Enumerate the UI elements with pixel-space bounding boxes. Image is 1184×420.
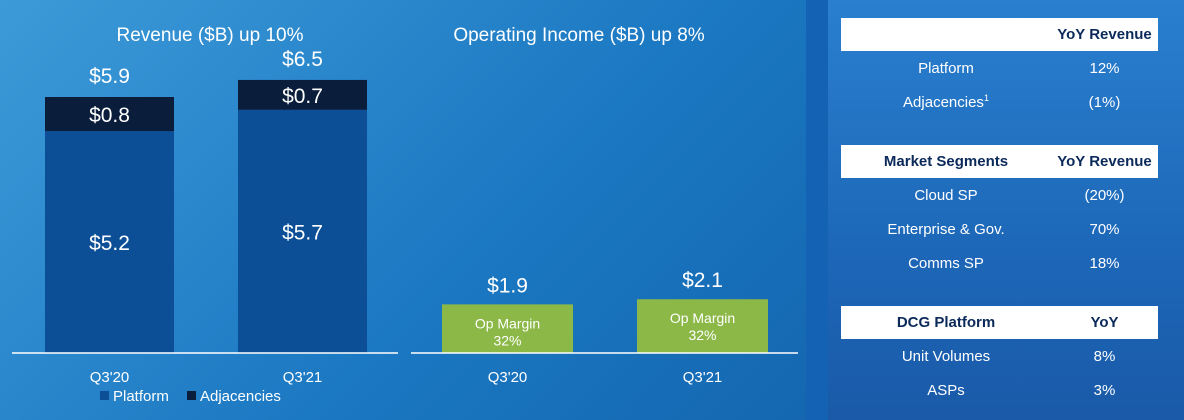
table-row: Comms SP 18% xyxy=(841,246,1158,280)
row-label: Comms SP xyxy=(908,254,984,272)
platform-table: DCG Platform YoY Unit Volumes 8% ASPs 3% xyxy=(841,306,1158,407)
segments-table: Market Segments YoY Revenue Cloud SP (20… xyxy=(841,145,1158,280)
table-row: Enterprise & Gov. 70% xyxy=(841,212,1158,246)
total-label-0: $5.9 xyxy=(89,65,130,88)
row-value: 8% xyxy=(1093,347,1116,365)
table-row: Adjacencies1 (1%) xyxy=(841,85,1158,119)
footnote-marker: 1 xyxy=(983,93,989,103)
revenue-chart-marks: $5.2 $0.8 $5.9 Q3'20 $5.7 $0.7 $6.5 Q3'21 xyxy=(45,48,367,386)
side-panel-divider xyxy=(806,0,828,420)
data-label-platform-0: $5.2 xyxy=(89,232,130,255)
bar-opincome-1 xyxy=(637,299,768,353)
x-tick-label: Q3'20 xyxy=(90,369,130,386)
op-margin-label-0: Op Margin xyxy=(475,315,540,331)
row-value: 12% xyxy=(1089,59,1120,77)
data-label-platform-1: $5.7 xyxy=(282,221,323,244)
x-tick-label: Q3'21 xyxy=(283,369,323,386)
segments-table-header-label: Market Segments xyxy=(883,153,1009,170)
row-value: 3% xyxy=(1093,381,1116,399)
row-label: ASPs xyxy=(927,381,965,399)
bar-adjacencies-0 xyxy=(45,97,174,132)
platform-table-header: DCG Platform YoY xyxy=(841,306,1158,339)
table-row: Unit Volumes 8% xyxy=(841,339,1158,373)
platform-table-header-value: YoY xyxy=(1090,314,1119,331)
legend-swatch-adjacencies xyxy=(187,391,196,400)
revenue-table: YoY Revenue Platform 12% Adjacencies1 (1… xyxy=(841,18,1158,119)
row-label: Enterprise & Gov. xyxy=(887,220,1005,238)
row-value: 18% xyxy=(1089,254,1120,272)
row-value: (1%) xyxy=(1088,93,1121,111)
table-row: Cloud SP (20%) xyxy=(841,178,1158,212)
bar-platform-0 xyxy=(45,131,174,353)
revenue-table-header-value: YoY Revenue xyxy=(1057,26,1152,43)
op-margin-label-1: Op Margin xyxy=(670,310,735,326)
segments-table-header-value: YoY Revenue xyxy=(1057,153,1152,170)
total-label-1: $6.5 xyxy=(282,48,323,71)
row-value: (20%) xyxy=(1084,186,1125,204)
data-label-adjacencies-0: $0.8 xyxy=(89,104,130,127)
bar-platform-1 xyxy=(238,109,367,353)
row-label: Platform xyxy=(918,59,974,77)
data-label-opincome-1: $2.1 xyxy=(682,269,723,292)
segments-table-header: Market Segments YoY Revenue xyxy=(841,145,1158,178)
op-margin-value-0: 32% xyxy=(493,332,521,348)
opincome-chart-title: Operating Income ($B) up 8% xyxy=(453,25,704,46)
legend-swatch-platform xyxy=(100,391,109,400)
legend-label-adjacencies: Adjacencies xyxy=(200,388,281,405)
revenue-chart-title: Revenue ($B) up 10% xyxy=(117,25,304,46)
bar-adjacencies-1 xyxy=(238,79,367,110)
x-tick-label: Q3'20 xyxy=(488,369,528,386)
platform-table-header-label: DCG Platform xyxy=(896,314,996,331)
data-label-adjacencies-1: $0.7 xyxy=(282,85,323,108)
bar-opincome-0 xyxy=(442,304,573,353)
row-label: Cloud SP xyxy=(914,186,978,204)
revenue-legend: Platform Adjacencies xyxy=(100,388,281,405)
row-value: 70% xyxy=(1089,220,1120,238)
table-row: ASPs 3% xyxy=(841,373,1158,407)
side-panel xyxy=(806,0,1184,420)
op-margin-value-1: 32% xyxy=(688,327,716,343)
table-row: Platform 12% xyxy=(841,51,1158,85)
row-label: Adjacencies1 xyxy=(903,93,989,111)
x-tick-label: Q3'21 xyxy=(683,369,723,386)
row-label: Unit Volumes xyxy=(901,347,991,365)
data-label-opincome-0: $1.9 xyxy=(487,274,528,297)
revenue-table-header: YoY Revenue xyxy=(841,18,1158,51)
legend-label-platform: Platform xyxy=(113,388,169,405)
